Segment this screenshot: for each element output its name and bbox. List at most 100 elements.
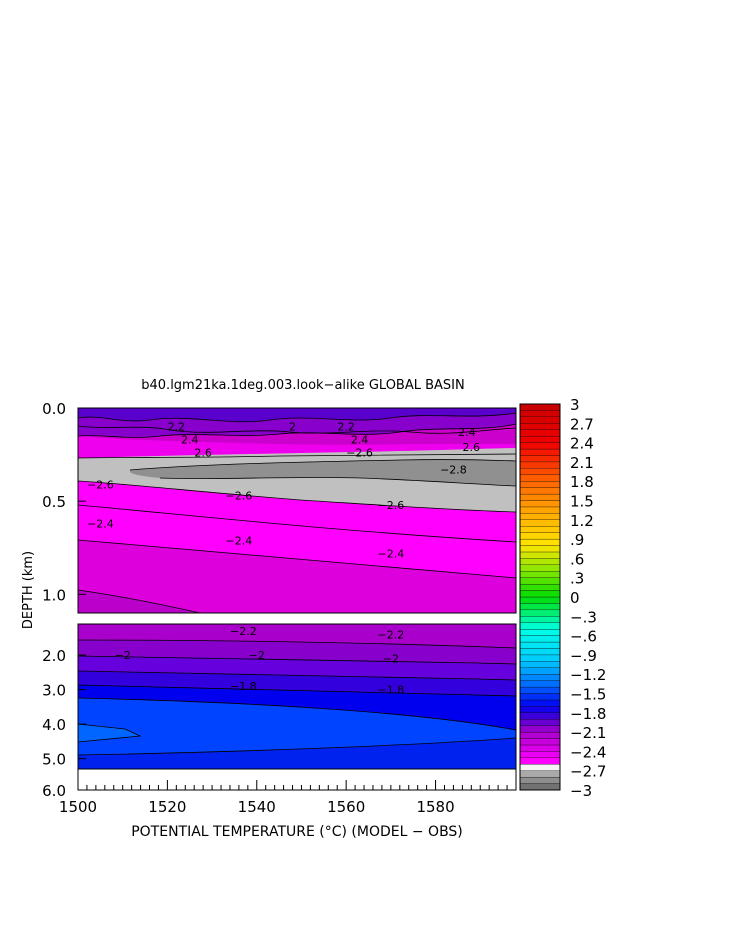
colorbar-swatch: [519, 609, 561, 617]
colorbar-tick-label: 1.8: [570, 473, 594, 491]
colorbar-swatch: [519, 442, 561, 450]
field-band-magenta-mid: [78, 540, 516, 613]
colorbar-swatch: [519, 416, 561, 424]
x-tick-label: 1560: [327, 798, 365, 816]
x-axis-label: POTENTIAL TEMPERATURE (°C) (MODEL − OBS): [131, 824, 463, 840]
colorbar-swatch: [519, 738, 561, 746]
contour-line: [77, 670, 517, 681]
contour-line: [77, 737, 517, 756]
bottom-axis-label: 6.0: [42, 782, 66, 800]
colorbar-tick-label: −3: [570, 782, 592, 800]
colorbar-tick-label: 1.5: [570, 493, 594, 511]
colorbar-swatch: [519, 487, 561, 495]
colorbar-swatch: [519, 770, 561, 778]
colorbar-swatch: [519, 648, 561, 656]
x-tick-label: 1520: [148, 798, 186, 816]
colorbar-tick-label: −.6: [570, 628, 597, 646]
contour-label: −2.4: [226, 534, 253, 547]
colorbar-swatch: [519, 603, 561, 611]
colorbar-tick-label: 0: [570, 589, 580, 607]
colorbar-tick-label: −1.2: [570, 666, 606, 684]
contour-line: [129, 459, 517, 471]
contour-line: [77, 697, 517, 731]
y-axis: 0.0 0.5 1.0 2.0 3.0 4.0 5.0: [42, 400, 86, 769]
colorbar-swatch: [519, 577, 561, 585]
colorbar-tick-label: .6: [570, 550, 584, 568]
colorbar-tick-label: 3: [570, 396, 580, 414]
colorbar-swatch: [519, 622, 561, 630]
colorbar-tick-label: −.3: [570, 608, 597, 626]
contour-line: [77, 589, 201, 614]
x-tick-label: 1580: [416, 798, 454, 816]
colorbar-swatch: [519, 783, 561, 791]
colorbar-swatch: [519, 661, 561, 668]
colorbar-tick-label: −2.1: [570, 724, 606, 742]
contour-label: 2.4: [458, 426, 476, 439]
contour-label: 2: [289, 421, 296, 434]
contour-label: −2.4: [377, 547, 404, 560]
colorbar-swatch: [519, 641, 561, 649]
contour-line: [77, 504, 517, 543]
colorbar-swatch: [519, 731, 561, 739]
colorbar-swatch: [519, 538, 561, 546]
colorbar-swatch: [519, 493, 561, 501]
colorbar-swatch: [519, 686, 561, 694]
colorbar-swatch: [519, 706, 561, 713]
contour-label: −2.2: [377, 628, 404, 641]
contour-line: [77, 684, 517, 697]
field-band-magenta-deep: [78, 590, 200, 613]
colorbar-tick-label: 2.4: [570, 435, 594, 453]
colorbar-tick-label: −.9: [570, 647, 597, 665]
contour-label: −1.8: [377, 684, 404, 697]
contour-line: [159, 477, 517, 487]
colorbar-swatch: [519, 719, 561, 726]
contour-label: −1.8: [230, 680, 257, 693]
y-tick-label: 1.0: [42, 586, 66, 604]
colorbar-swatch: [519, 429, 561, 437]
colorbar-swatch: [519, 680, 561, 688]
colorbar-swatch: [519, 725, 561, 733]
y-tick-label: 5.0: [42, 751, 66, 769]
field-band-bottom: [78, 738, 516, 769]
colorbar-tick-label: 2.1: [570, 454, 594, 472]
contour-label: 2.4: [181, 434, 199, 447]
contour-label: −2.6: [87, 478, 114, 491]
empty-depth-strip: [77, 768, 517, 791]
colorbar-swatch: [519, 590, 561, 598]
contour-line: [77, 480, 517, 513]
colorbar-swatch: [519, 667, 561, 675]
contour-label: −2.2: [230, 625, 257, 638]
contour-label: 2.6: [194, 447, 212, 460]
colorbar-swatch: [519, 583, 561, 591]
colorbar-swatch: [519, 596, 561, 604]
contour-label: 2.2: [337, 421, 355, 434]
colorbar-swatch: [519, 410, 561, 418]
x-axis: 1500 1520 1540 1560 1580: [59, 780, 517, 816]
colorbar-tick-label: −2.7: [570, 763, 606, 781]
colorbar-swatch: [519, 571, 561, 578]
y-axis-label: DEPTH (km): [21, 551, 36, 629]
colorbar-tick-label: 1.2: [570, 512, 594, 530]
colorbar-swatch: [519, 635, 561, 643]
colorbar-swatch: [519, 712, 561, 720]
colorbar-tick-label: .3: [570, 570, 584, 588]
colorbar-swatch: [519, 403, 561, 411]
x-tick-label: 1500: [59, 798, 97, 816]
colorbar-swatch: [519, 461, 561, 469]
contour-label: −2.4: [87, 518, 114, 531]
colorbar-swatch: [519, 513, 561, 520]
contour-label: −2: [383, 653, 399, 666]
colorbar-swatch: [519, 526, 561, 533]
contour-labels: 2.22.42.62 2.22.4−2.62.42.6−2.8−2.6−2.6−2…: [87, 421, 480, 697]
colorbar-swatch: [519, 764, 561, 771]
colorbar-swatch: [519, 674, 561, 681]
y-tick-label: 0.0: [42, 400, 66, 418]
contour-label: 2.4: [351, 434, 369, 447]
colorbar-swatch: [519, 564, 561, 572]
contour-line: [77, 723, 142, 743]
colorbar-swatch: [519, 751, 561, 758]
colorbar-swatch: [519, 448, 561, 456]
colorbar-swatch: [519, 519, 561, 527]
colorbar-swatch: [519, 455, 561, 463]
y-tick-label: 3.0: [42, 682, 66, 700]
